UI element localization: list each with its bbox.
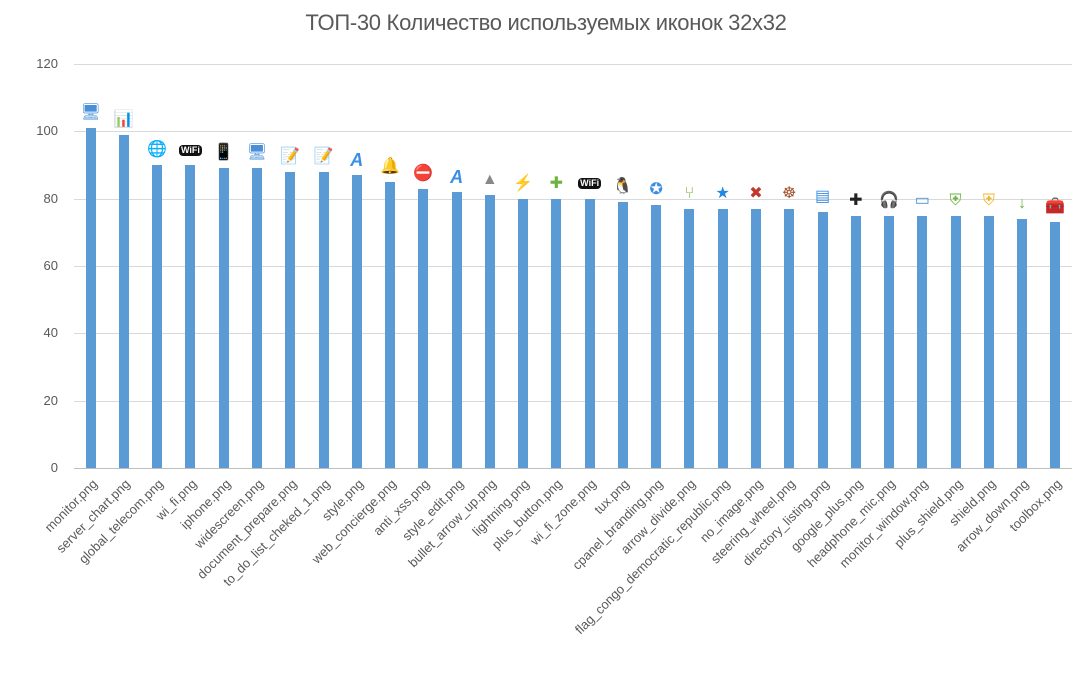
- plus-shield-icon: ⛨: [949, 191, 962, 209]
- y-tick-label: 120: [36, 56, 58, 71]
- bar: [917, 215, 928, 468]
- gridline: [74, 400, 1072, 402]
- bar: [584, 198, 595, 468]
- bar: [817, 212, 828, 468]
- checklist-pencil-icon: 📝: [313, 147, 334, 165]
- bar: [318, 171, 329, 468]
- headphone-icon: 🎧: [879, 191, 899, 209]
- wifi-icon: WiFi: [178, 144, 202, 156]
- y-tick-label: 0: [50, 460, 58, 475]
- server-chart-icon: 📊: [113, 110, 134, 128]
- y-tick-label: 60: [43, 258, 58, 273]
- plus-button-icon: ✚: [549, 174, 564, 192]
- bar: [784, 208, 795, 468]
- bar: [518, 198, 529, 468]
- bar: [218, 168, 229, 468]
- monitor-icon: 🖥: [246, 144, 268, 162]
- bar: [983, 215, 994, 468]
- bar: [484, 195, 495, 468]
- toolbox-icon: 🧰: [1045, 198, 1066, 216]
- y-tick-label: 80: [43, 190, 58, 206]
- penguin-icon: 🐧: [612, 178, 633, 196]
- document-list-icon: ▤: [814, 188, 831, 206]
- font-edit-icon: A: [450, 166, 464, 187]
- gridline: [74, 333, 1072, 335]
- bar: [285, 171, 296, 468]
- bar: [451, 191, 462, 468]
- bar: [551, 198, 562, 468]
- bar: [1050, 222, 1061, 468]
- monitor-window-icon: ▭: [914, 191, 930, 209]
- document-pencil-icon: 📝: [280, 147, 301, 165]
- bar: [651, 205, 662, 468]
- lightning-icon: ⚡: [513, 174, 534, 192]
- bar: [85, 127, 96, 468]
- y-tick-label: 100: [36, 123, 58, 139]
- gridline: [74, 198, 1072, 200]
- shield-xss-icon: ⛔: [413, 164, 434, 182]
- bar: [617, 202, 628, 468]
- arrow-up-icon: ▲: [481, 171, 498, 189]
- gridline: [74, 64, 1072, 65]
- font-style-icon: A: [350, 150, 364, 171]
- bar: [385, 181, 396, 468]
- y-tick-label: 20: [43, 392, 58, 408]
- plot-area: 🖥 📊 🌐 WiFi 📱 🖥 📝 📝 A 🔔 ⛔ A ▲ ⚡ ✚ WiFi 🐧 ✪ ⑂ ★ ✖ ☸ ▤ ✚ 🎧 ▭ ⛨ ⛨ ↓ 🧰: [74, 64, 1072, 469]
- arrow-divide-icon: ⑂: [684, 184, 695, 202]
- bar: [418, 188, 429, 468]
- phone-icon: 📱: [213, 144, 234, 162]
- cpanel-icon: ✪: [649, 181, 663, 199]
- bar: [850, 215, 861, 468]
- google-plus-icon: ✚: [849, 191, 863, 209]
- gridline: [74, 266, 1072, 267]
- y-tick-label: 40: [43, 325, 58, 341]
- bar: [684, 208, 695, 468]
- steering-wheel-icon: ☸: [782, 184, 797, 202]
- bar: [950, 215, 961, 468]
- bar: [118, 134, 129, 468]
- chart-title: ТОП-30 Количество используемых иконок 32…: [305, 10, 787, 35]
- shield-icon: ⛨: [982, 191, 995, 209]
- bar: [152, 165, 163, 468]
- no-image-icon: ✖: [749, 184, 763, 202]
- bar: [1017, 218, 1028, 468]
- bar: [884, 215, 895, 468]
- gridline: [74, 131, 1072, 133]
- bar: [351, 175, 362, 468]
- arrow-down-icon: ↓: [1018, 194, 1027, 212]
- bar: [185, 165, 196, 468]
- globe-icon: 🌐: [147, 141, 168, 158]
- x-axis-line: [74, 468, 1072, 469]
- bar: [750, 208, 761, 468]
- bell-icon: 🔔: [380, 157, 400, 175]
- bar: [717, 208, 728, 468]
- bar: [251, 168, 262, 468]
- flag-icon: ★: [715, 184, 730, 202]
- wifi-zone-icon: WiFi: [578, 178, 602, 190]
- monitor-icon: 🖥: [80, 103, 101, 121]
